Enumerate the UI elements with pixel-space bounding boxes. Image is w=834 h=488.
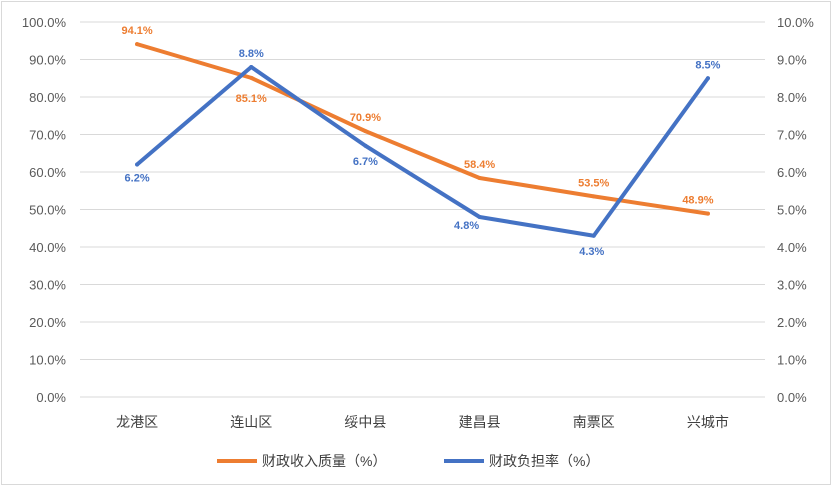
right-axis-ticks: 0.0% 1.0% 2.0% 3.0% 4.0% 5.0% 6.0% 7.0% 8.0% 9.0%… (777, 15, 814, 405)
right-tick-label: 8.0% (777, 90, 807, 105)
right-tick-label: 7.0% (777, 128, 807, 143)
left-tick-label: 20.0% (29, 315, 66, 330)
left-axis-ticks: 0.0% 10.0% 20.0% 30.0% 40.0% 50.0% 60.0% 70.0% 8… (22, 15, 67, 405)
series-lines (135, 42, 710, 238)
left-tick-label: 50.0% (29, 203, 66, 218)
data-point (135, 42, 140, 47)
category-label: 建昌县 (459, 414, 501, 430)
gridlines (80, 21, 765, 398)
left-tick-label: 40.0% (29, 240, 66, 255)
data-labels: 94.1% 85.1% 70.9% 58.4% 53.5% 48.9% 6.2% 8.8% 6.… (121, 25, 720, 258)
series-line-1 (135, 65, 710, 238)
data-label: 6.7% (353, 156, 378, 168)
data-point (249, 75, 254, 80)
data-label: 48.9% (682, 195, 713, 207)
legend: 财政收入质量（%） 财政负担率（%） (217, 453, 599, 469)
left-tick-label: 90.0% (29, 53, 66, 68)
right-tick-label: 9.0% (777, 53, 807, 68)
data-point (477, 215, 482, 219)
data-label: 4.3% (579, 246, 604, 258)
left-tick-label: 30.0% (29, 278, 66, 293)
right-tick-label: 10.0% (777, 15, 814, 30)
category-label: 绥中县 (344, 414, 386, 430)
x-axis-categories: 龙港区 连山区 绥中县 建昌县 南票区 兴城市 (116, 414, 729, 430)
right-tick-label: 3.0% (777, 278, 807, 293)
category-label: 南票区 (573, 414, 615, 430)
right-tick-label: 4.0% (777, 240, 807, 255)
left-tick-label: 10.0% (29, 353, 66, 368)
series-line-0 (135, 42, 710, 216)
data-label: 8.5% (695, 59, 720, 71)
data-label: 6.2% (125, 173, 150, 185)
data-point (135, 162, 140, 167)
legend-label-income-quality: 财政收入质量（%） (262, 453, 386, 469)
right-tick-label: 0.0% (777, 390, 807, 405)
category-label: 兴城市 (687, 414, 729, 430)
data-label: 58.4% (464, 159, 495, 171)
data-label: 94.1% (121, 25, 152, 37)
data-point (363, 143, 368, 148)
legend-label-burden-rate: 财政负担率（%） (489, 453, 599, 469)
right-tick-label: 2.0% (777, 315, 807, 330)
left-tick-label: 70.0% (29, 128, 66, 143)
data-label: 4.8% (454, 220, 479, 232)
data-label: 70.9% (350, 112, 381, 124)
data-point (591, 233, 596, 238)
data-point (477, 176, 482, 180)
data-label: 8.8% (239, 48, 264, 60)
data-point (363, 129, 368, 134)
data-point (249, 65, 254, 69)
right-tick-label: 6.0% (777, 165, 807, 180)
left-tick-label: 80.0% (29, 90, 66, 105)
left-tick-label: 0.0% (36, 390, 66, 405)
left-tick-label: 100.0% (22, 15, 67, 30)
data-point (705, 211, 710, 216)
right-tick-label: 5.0% (777, 203, 807, 218)
data-point (705, 76, 710, 81)
left-tick-label: 60.0% (29, 165, 66, 180)
right-tick-label: 1.0% (777, 353, 807, 368)
data-label: 85.1% (236, 93, 267, 105)
data-label: 53.5% (578, 177, 609, 189)
category-label: 龙港区 (116, 414, 158, 430)
category-label: 连山区 (230, 414, 272, 430)
data-point (591, 194, 596, 199)
